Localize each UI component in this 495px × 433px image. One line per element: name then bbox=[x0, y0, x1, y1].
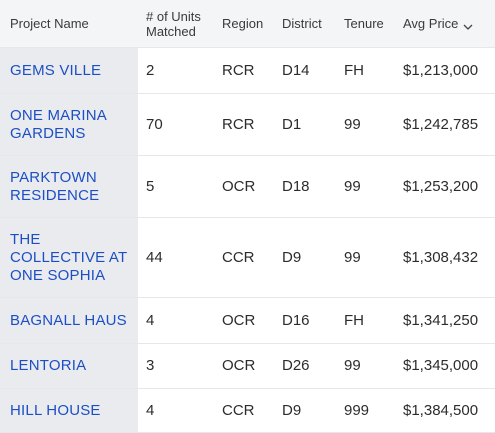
tenure-cell: FH bbox=[336, 297, 395, 344]
district-cell: D1 bbox=[274, 93, 336, 156]
region-cell: OCR bbox=[214, 155, 274, 218]
header-district[interactable]: District bbox=[274, 0, 336, 48]
units-matched-cell: 5 bbox=[138, 155, 214, 218]
region-cell: OCR bbox=[214, 343, 274, 389]
project-name-link[interactable]: ONE MARINA GARDENS bbox=[0, 93, 138, 156]
region-cell: RCR bbox=[214, 47, 274, 94]
units-matched-cell: 70 bbox=[138, 93, 214, 156]
units-matched-cell: 3 bbox=[138, 343, 214, 389]
tenure-cell: 99 bbox=[336, 93, 395, 156]
table-row: BAGNALL HAUS 4 OCR D16 FH $1,341,250 bbox=[0, 297, 495, 344]
avg-price-cell: $1,242,785 bbox=[395, 93, 495, 156]
tenure-cell: 99 bbox=[336, 217, 395, 298]
district-cell: D9 bbox=[274, 217, 336, 298]
district-cell: D16 bbox=[274, 297, 336, 344]
tenure-cell: FH bbox=[336, 47, 395, 94]
chevron-down-icon[interactable] bbox=[463, 20, 473, 30]
table-row: ONE MARINA GARDENS 70 RCR D1 99 $1,242,785 bbox=[0, 93, 495, 156]
header-avg-price-label: Avg Price bbox=[403, 16, 459, 31]
table-row: PARKTOWN RESIDENCE 5 OCR D18 99 $1,253,200 bbox=[0, 155, 495, 218]
table-row: THE COLLECTIVE AT ONE SOPHIA 44 CCR D9 99 $1,… bbox=[0, 217, 495, 298]
table-row: GEMS VILLE 2 RCR D14 FH $1,213,000 bbox=[0, 47, 495, 94]
tenure-cell: 99 bbox=[336, 343, 395, 389]
units-matched-cell: 2 bbox=[138, 47, 214, 94]
region-cell: CCR bbox=[214, 217, 274, 298]
table-row: LENTORIA 3 OCR D26 99 $1,345,000 bbox=[0, 343, 495, 389]
table-header-row: Project Name # of Units Matched Region D… bbox=[0, 0, 495, 48]
project-name-link[interactable]: LENTORIA bbox=[0, 343, 138, 389]
district-cell: D18 bbox=[274, 155, 336, 218]
avg-price-cell: $1,213,000 bbox=[395, 47, 495, 94]
region-cell: OCR bbox=[214, 297, 274, 344]
district-cell: D14 bbox=[274, 47, 336, 94]
avg-price-cell: $1,308,432 bbox=[395, 217, 495, 298]
project-name-link[interactable]: THE COLLECTIVE AT ONE SOPHIA bbox=[0, 217, 138, 298]
header-units-matched[interactable]: # of Units Matched bbox=[138, 0, 214, 48]
project-name-link[interactable]: GEMS VILLE bbox=[0, 47, 138, 94]
units-matched-cell: 4 bbox=[138, 297, 214, 344]
region-cell: RCR bbox=[214, 93, 274, 156]
project-name-link[interactable]: BAGNALL HAUS bbox=[0, 297, 138, 344]
header-tenure[interactable]: Tenure bbox=[336, 0, 395, 48]
tenure-cell: 99 bbox=[336, 155, 395, 218]
header-project-name[interactable]: Project Name bbox=[0, 0, 138, 48]
units-matched-cell: 44 bbox=[138, 217, 214, 298]
avg-price-cell: $1,253,200 bbox=[395, 155, 495, 218]
project-name-link[interactable]: PARKTOWN RESIDENCE bbox=[0, 155, 138, 218]
avg-price-cell: $1,341,250 bbox=[395, 297, 495, 344]
header-avg-price[interactable]: Avg Price bbox=[395, 0, 495, 48]
district-cell: D26 bbox=[274, 343, 336, 389]
avg-price-cell: $1,345,000 bbox=[395, 343, 495, 389]
header-region[interactable]: Region bbox=[214, 0, 274, 48]
